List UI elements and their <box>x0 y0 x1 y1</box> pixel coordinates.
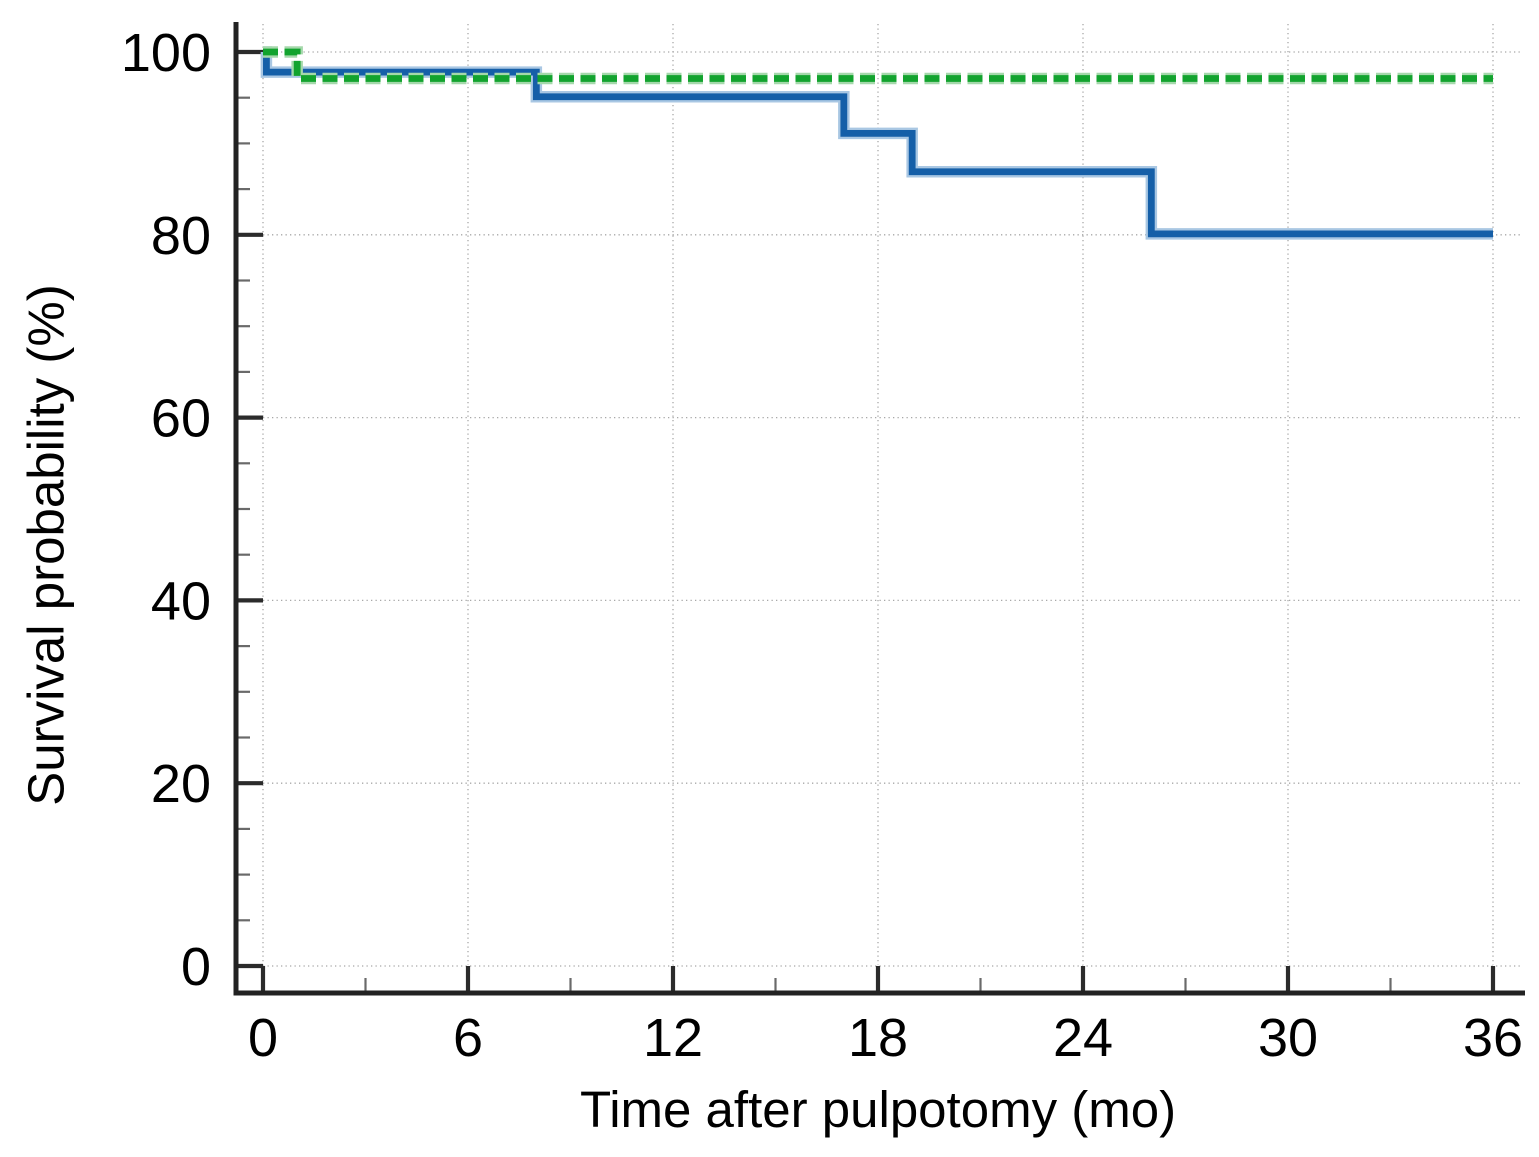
y-tick-label: 60 <box>151 389 211 449</box>
series-path-solid-blue-curve <box>263 48 1493 238</box>
x-tick-label: 36 <box>1463 1008 1523 1068</box>
x-tick-label: 6 <box>453 1008 483 1068</box>
y-tick-label: 20 <box>151 754 211 814</box>
x-tick-label: 18 <box>848 1008 908 1068</box>
x-tick-label: 12 <box>643 1008 703 1068</box>
y-tick-label: 40 <box>151 571 211 631</box>
y-tick-label: 80 <box>151 206 211 266</box>
x-axis-title: Time after pulpotomy (mo) <box>579 1081 1177 1138</box>
y-tick-label: 100 <box>121 23 211 83</box>
x-tick-label: 0 <box>248 1008 278 1068</box>
series-path-dashed-green-curve <box>263 48 1493 82</box>
y-tick-label: 0 <box>181 937 211 997</box>
y-axis-title: Survival probability (%) <box>17 284 75 806</box>
x-tick-label: 24 <box>1053 1008 1113 1068</box>
x-tick-label: 30 <box>1258 1008 1318 1068</box>
